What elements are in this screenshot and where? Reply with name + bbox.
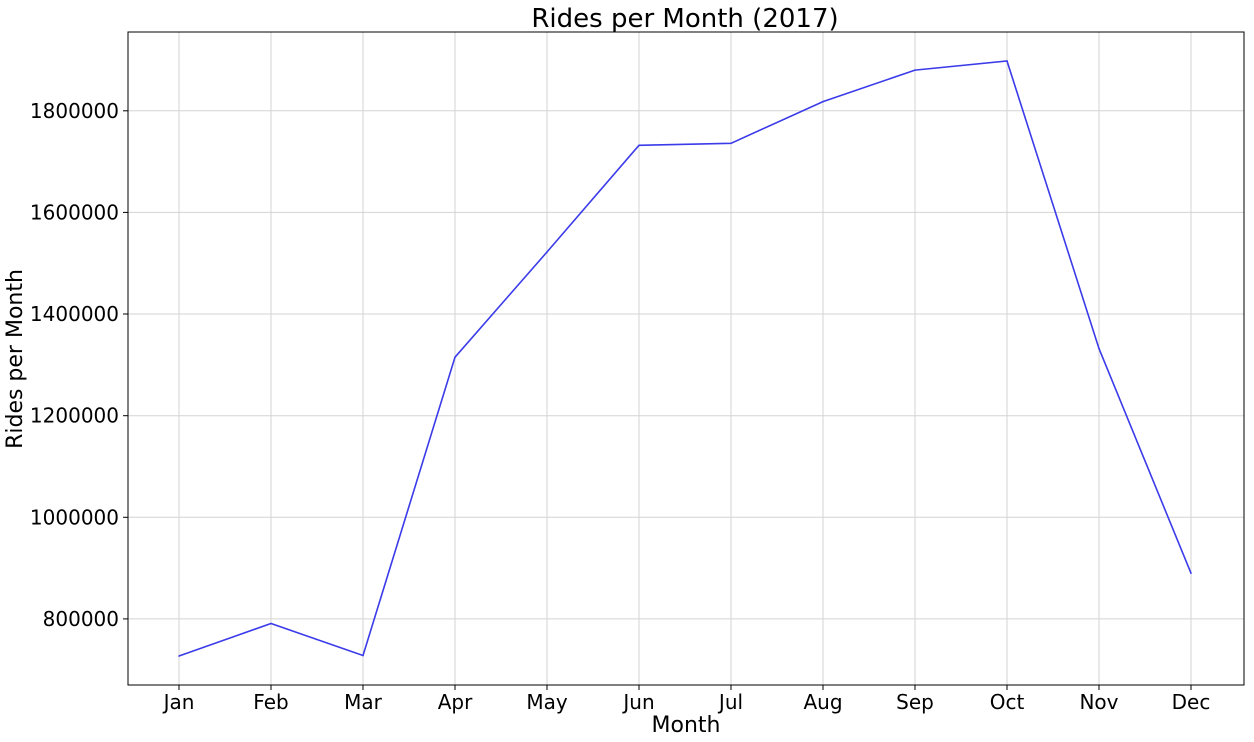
x-tick-label: Nov (1079, 690, 1118, 714)
series-group (178, 60, 1192, 657)
y-tick-label: 1200000 (30, 404, 119, 428)
grid (128, 32, 1244, 685)
x-tick-label: Jun (621, 690, 654, 714)
y-axis: 800000 1000000 1200000 1400000 1600000 180000… (30, 99, 128, 631)
x-tick-label: Dec (1172, 690, 1211, 714)
data-point (178, 655, 180, 657)
y-tick-label: 800000 (43, 607, 119, 631)
data-point (454, 356, 456, 359)
x-tick-label: May (526, 690, 568, 714)
data-point (1190, 572, 1192, 574)
x-axis: Jan Feb Mar Apr May Jun Jul Aug Sep Oct Nov Dec (162, 685, 1211, 714)
y-axis-title: Rides per Month (3, 269, 28, 449)
x-tick-label: Apr (438, 690, 473, 714)
y-tick-label: 1400000 (30, 302, 119, 326)
data-point (270, 622, 272, 625)
chart-title: Rides per Month (2017) (531, 4, 838, 34)
x-tick-label: Sep (896, 690, 934, 714)
data-point (362, 654, 364, 657)
data-point (1006, 60, 1008, 62)
y-tick-label: 1000000 (30, 505, 119, 529)
data-point (546, 251, 548, 253)
x-tick-label: Mar (344, 690, 383, 714)
data-point (638, 144, 640, 147)
data-point (730, 142, 732, 145)
y-tick-label: 1800000 (30, 99, 119, 123)
data-point (914, 69, 916, 71)
data-point (822, 100, 824, 103)
x-tick-label: Aug (803, 690, 842, 714)
x-tick-label: Feb (253, 690, 288, 714)
data-point (1098, 347, 1100, 350)
y-tick-label: 1600000 (30, 200, 119, 224)
x-tick-label: Jan (162, 690, 195, 714)
plot-area (127, 31, 1245, 686)
x-tick-label: Jul (717, 690, 743, 714)
series-line (178, 60, 1192, 657)
x-axis-title: Month (652, 713, 721, 738)
x-tick-label: Oct (990, 690, 1025, 714)
